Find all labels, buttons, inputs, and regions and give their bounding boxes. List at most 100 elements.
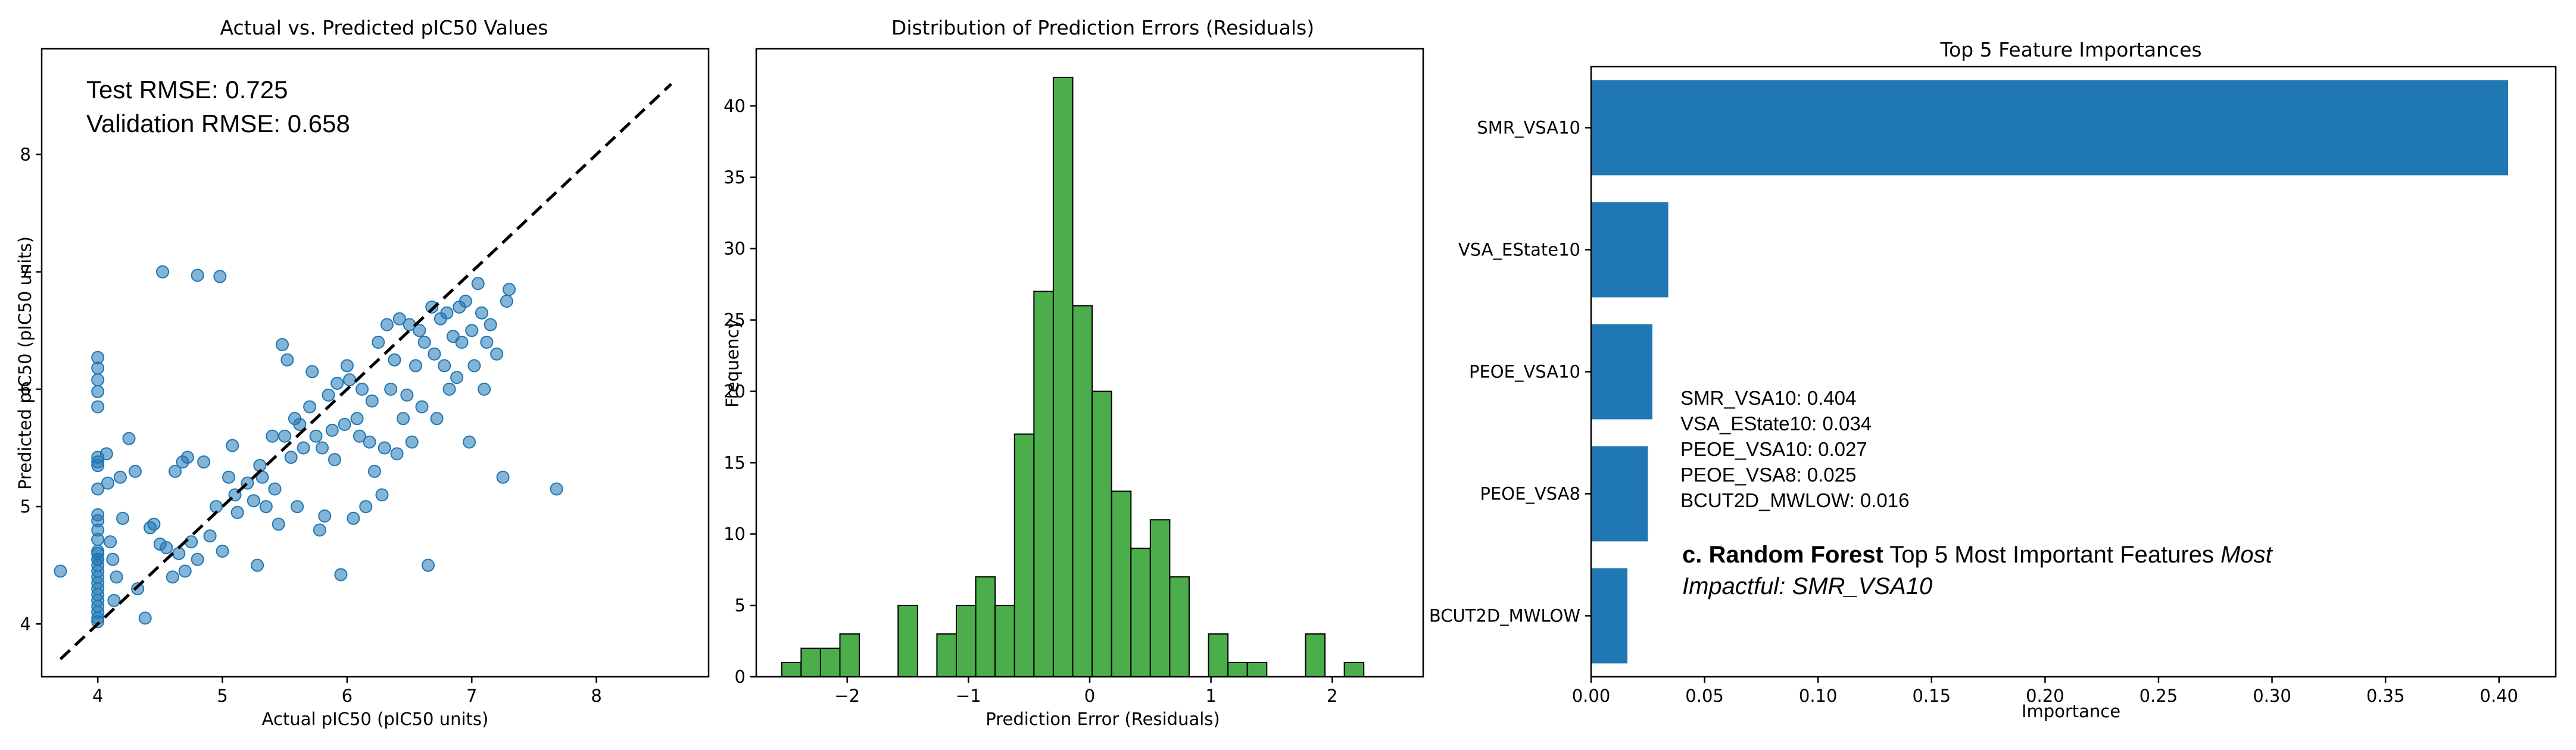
histogram-y-label: Frequency — [722, 318, 743, 408]
scatter-title: Actual vs. Predicted pIC50 Values — [220, 16, 548, 39]
scatter-point — [303, 400, 317, 414]
scatter-point — [91, 459, 105, 473]
histogram-panel: Distribution of Prediction Errors (Resid… — [722, 16, 1424, 729]
importance-x-ticks: 0.00 0.05 0.10 0.15 0.20 0.25 0.30 0.35 0.40 — [1572, 677, 2518, 706]
scatter-point — [293, 418, 307, 432]
x-tick-label: 0.40 — [2480, 686, 2518, 706]
scatter-point — [365, 394, 379, 408]
scatter-point — [216, 545, 229, 558]
scatter-point — [313, 523, 326, 537]
scatter-point — [380, 318, 394, 332]
x-tick-label: 5 — [217, 686, 227, 706]
y-tick-label: 8 — [20, 144, 31, 164]
x-tick-label: 6 — [342, 686, 353, 706]
scatter-point — [147, 517, 161, 531]
scatter-point — [278, 429, 292, 443]
scatter-point — [350, 412, 364, 426]
y-tick-label: 4 — [20, 614, 31, 634]
scatter-point — [388, 353, 401, 367]
importance-bar — [1591, 80, 2508, 176]
scatter-point — [226, 439, 239, 452]
scatter-point — [268, 482, 282, 496]
scatter-point — [330, 377, 344, 390]
scatter-point — [375, 488, 389, 502]
scatter-point — [400, 388, 414, 402]
x-tick-label: 0.20 — [2026, 686, 2064, 706]
scatter-x-ticks: 4 5 6 7 8 — [92, 677, 602, 706]
scatter-point — [203, 529, 217, 543]
x-tick-label: 0.10 — [1799, 686, 1838, 706]
histogram-bar — [956, 605, 977, 678]
scatter-point — [467, 359, 481, 373]
scatter-point — [197, 455, 211, 469]
importance-title: Top 5 Feature Importances — [1939, 38, 2201, 61]
importance-x-label: Importance — [2022, 701, 2120, 721]
scatter-point — [353, 429, 366, 443]
x-tick-label: −2 — [834, 686, 860, 706]
scatter-point — [169, 464, 182, 478]
scatter-point — [359, 500, 373, 514]
importance-annotation: SMR_VSA10: 0.404 — [1680, 387, 1856, 409]
y-tick-label: 40 — [723, 96, 746, 116]
scatter-point — [500, 294, 513, 308]
scatter-point — [272, 517, 285, 531]
scatter-point — [178, 564, 192, 578]
x-tick-label: 0.35 — [2366, 686, 2405, 706]
scatter-point — [322, 388, 335, 402]
scatter-point — [496, 470, 510, 484]
scatter-point — [378, 441, 391, 455]
histogram-bar — [897, 605, 918, 678]
scatter-point — [91, 615, 105, 629]
histogram-y-ticks: 0 5 10 15 20 25 30 35 40 — [723, 96, 756, 687]
scatter-x-label: Actual pIC50 (pIC50 units) — [262, 709, 489, 729]
scatter-point — [430, 412, 444, 426]
scatter-point — [397, 412, 410, 426]
histogram-bar — [975, 576, 996, 678]
histogram-bar — [1227, 662, 1248, 677]
scatter-point — [478, 382, 491, 396]
scatter-point — [421, 558, 435, 572]
scatter-point — [338, 418, 351, 432]
x-tick-label: 0.15 — [1912, 686, 1951, 706]
y-tick-label: 0 — [735, 667, 746, 687]
histogram-bar — [819, 648, 841, 677]
histogram-bar — [1013, 433, 1035, 677]
histogram-bar — [800, 648, 821, 677]
scatter-point — [129, 464, 142, 478]
scatter-point — [131, 582, 145, 596]
scatter-point — [266, 429, 279, 443]
scatter-point — [110, 570, 123, 584]
scatter-point — [503, 283, 516, 296]
scatter-point — [409, 359, 423, 373]
scatter-point — [104, 535, 117, 549]
importance-bar — [1591, 202, 1669, 298]
scatter-point — [413, 324, 426, 338]
scatter-point — [305, 365, 319, 379]
scatter-axes-frame — [40, 48, 710, 678]
importance-bars — [1591, 80, 2508, 664]
x-tick-label: 0.25 — [2140, 686, 2178, 706]
caption-bold: c. Random Forest — [1682, 542, 1883, 568]
scatter-point — [440, 306, 454, 320]
histogram-bar — [994, 605, 1015, 678]
scatter-point — [455, 335, 469, 349]
importance-panel: Top 5 Feature Importances 0.00 0.05 0.10 0.… — [1429, 38, 2557, 721]
scatter-point — [463, 435, 476, 449]
scatter-point — [325, 423, 339, 437]
scatter-point — [156, 265, 170, 279]
x-tick-label: 7 — [466, 686, 477, 706]
scatter-point — [138, 611, 152, 625]
importance-annotation: PEOE_VSA10: 0.027 — [1680, 438, 1867, 460]
category-label: VSA_EState10 — [1458, 240, 1580, 260]
scatter-point — [91, 533, 105, 546]
scatter-point — [417, 335, 431, 349]
importance-caption-line-1: c. Random Forest Top 5 Most Important Fe… — [1682, 542, 2274, 568]
category-label: PEOE_VSA8 — [1480, 484, 1580, 504]
histogram-bar — [1208, 633, 1229, 678]
scatter-point — [107, 593, 121, 607]
histogram-bar — [1111, 490, 1132, 678]
y-tick-label: 10 — [723, 524, 746, 544]
caption-italic-1: Most — [2221, 542, 2274, 568]
importance-value-annotations: SMR_VSA10: 0.404 VSA_EState10: 0.034 PEO… — [1680, 387, 1910, 511]
